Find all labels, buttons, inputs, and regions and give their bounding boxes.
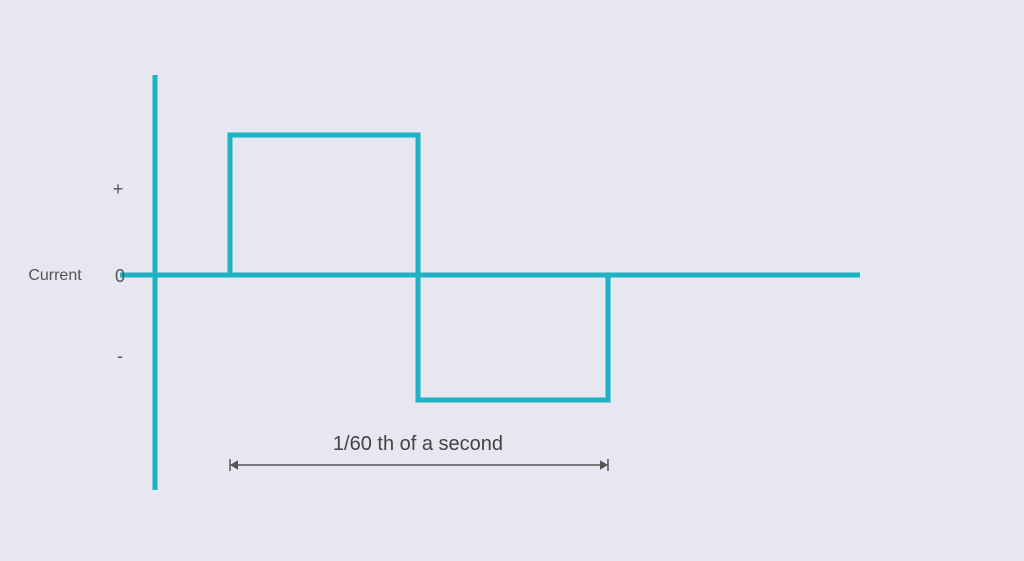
y-minus-label: - xyxy=(117,346,123,366)
y-axis-label: Current xyxy=(28,267,82,284)
y-plus-label: + xyxy=(113,179,124,199)
y-zero-label: 0 xyxy=(115,266,125,286)
period-label: 1/60 th of a second xyxy=(333,433,503,455)
square-wave-diagram: Current 0 + - 1/60 th of a second xyxy=(0,0,1024,561)
diagram-container: Current 0 + - 1/60 th of a second xyxy=(0,0,1024,561)
